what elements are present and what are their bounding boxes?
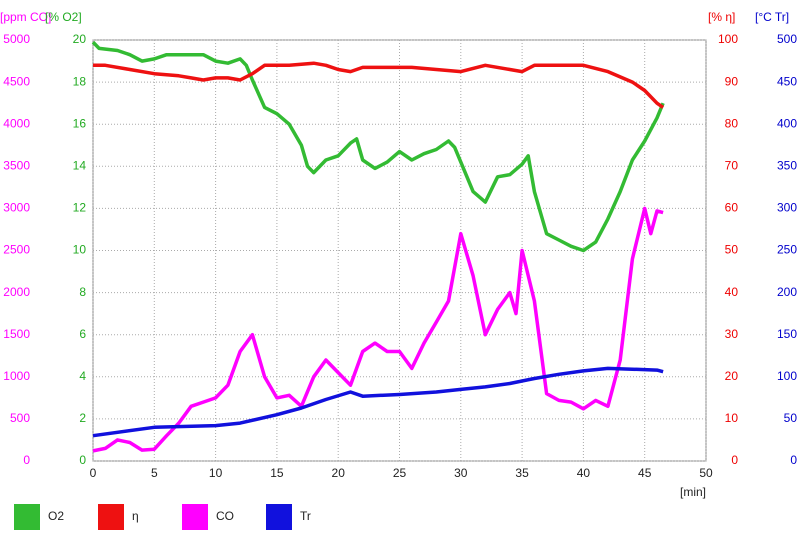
y2-tick-label: 20 xyxy=(73,32,87,46)
x-tick-label: 35 xyxy=(515,466,529,480)
y2-tick-label: 6 xyxy=(79,327,86,341)
y-tick-label: 2000 xyxy=(3,285,30,299)
x-tick-label: 10 xyxy=(209,466,223,480)
y-tick-label: 4500 xyxy=(3,74,30,88)
legend-swatch xyxy=(182,504,208,530)
legend-label: CO xyxy=(216,509,234,523)
y-tick-label: 3500 xyxy=(3,158,30,172)
y2-tick-label: 0 xyxy=(79,453,86,467)
y2-tick-label: 4 xyxy=(79,369,86,383)
y3-tick-label: 70 xyxy=(725,158,739,172)
x-tick-label: 40 xyxy=(577,466,591,480)
y2-tick-label: 2 xyxy=(79,411,86,425)
y4-tick-label: 100 xyxy=(777,369,797,383)
y2-tick-label: 12 xyxy=(73,201,87,215)
y-tick-label: 1500 xyxy=(3,327,30,341)
x-tick-label: 20 xyxy=(332,466,346,480)
y3-tick-label: 10 xyxy=(725,411,739,425)
y4-tick-label: 50 xyxy=(784,411,798,425)
data-line xyxy=(91,40,665,253)
y3-tick-label: 40 xyxy=(725,285,739,299)
data-line xyxy=(92,206,664,453)
y4-tick-label: 300 xyxy=(777,201,797,215)
y3-tick-label: 50 xyxy=(725,243,739,257)
y2-axis-label: [% O2] xyxy=(45,10,82,24)
y4-tick-label: 400 xyxy=(777,116,797,130)
y-tick-label: 1000 xyxy=(3,369,30,383)
y2-tick-label: 18 xyxy=(73,74,87,88)
x-tick-label: 15 xyxy=(270,466,284,480)
y4-tick-label: 0 xyxy=(790,453,797,467)
y4-tick-label: 250 xyxy=(777,243,797,257)
x-tick-label: 30 xyxy=(454,466,468,480)
y-tick-label: 5000 xyxy=(3,32,30,46)
y2-tick-label: 10 xyxy=(73,243,87,257)
y3-tick-label: 20 xyxy=(725,369,739,383)
y4-tick-label: 450 xyxy=(777,74,797,88)
data-line xyxy=(93,61,665,109)
y4-tick-label: 350 xyxy=(777,158,797,172)
y4-axis-label: [°C Tr] xyxy=(755,10,789,24)
x-axis-label: [min] xyxy=(680,485,706,499)
y-tick-label: 2500 xyxy=(3,243,30,257)
x-tick-label: 45 xyxy=(638,466,652,480)
x-tick-label: 50 xyxy=(699,466,713,480)
legend-label: Tr xyxy=(300,509,311,523)
y2-tick-label: 14 xyxy=(73,158,87,172)
y4-tick-label: 150 xyxy=(777,327,797,341)
x-tick-label: 25 xyxy=(393,466,407,480)
y-tick-label: 3000 xyxy=(3,201,30,215)
legend-label: O2 xyxy=(48,509,64,523)
y3-tick-label: 0 xyxy=(731,453,738,467)
legend-label: η xyxy=(132,509,139,523)
y3-axis-label: [% η] xyxy=(708,10,735,24)
y-axis-label: [ppm CO] xyxy=(0,10,51,24)
y4-tick-label: 200 xyxy=(777,285,797,299)
y-tick-label: 0 xyxy=(23,453,30,467)
data-line xyxy=(92,366,664,438)
y2-tick-label: 16 xyxy=(73,116,87,130)
y3-tick-label: 60 xyxy=(725,201,739,215)
y-tick-label: 4000 xyxy=(3,116,30,130)
y-tick-label: 500 xyxy=(10,411,30,425)
y3-tick-label: 80 xyxy=(725,116,739,130)
legend-swatch xyxy=(266,504,292,530)
x-tick-label: 0 xyxy=(90,466,97,480)
x-tick-label: 5 xyxy=(151,466,158,480)
y4-tick-label: 500 xyxy=(777,32,797,46)
y3-tick-label: 100 xyxy=(718,32,738,46)
legend-swatch xyxy=(14,504,40,530)
y2-tick-label: 8 xyxy=(79,285,86,299)
legend-swatch xyxy=(98,504,124,530)
y3-tick-label: 30 xyxy=(725,327,739,341)
y3-tick-label: 90 xyxy=(725,74,739,88)
